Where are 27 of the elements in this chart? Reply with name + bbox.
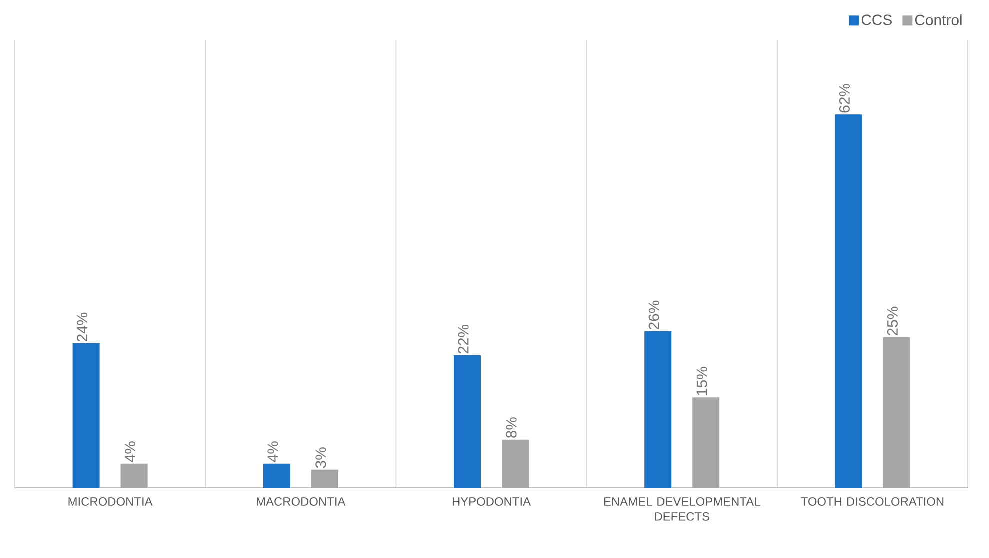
x-tick-label: TOOTH DISCOLORATION	[801, 498, 944, 506]
bar	[263, 464, 290, 488]
data-label: 24%	[77, 312, 88, 342]
data-label: 4%	[125, 442, 136, 462]
bar	[644, 331, 672, 488]
legend-label: Control	[915, 14, 962, 26]
bar	[311, 470, 338, 488]
data-label: 3%	[316, 448, 326, 468]
data-label: 8%	[506, 418, 517, 438]
data-label: 22%	[458, 324, 469, 354]
data-label: 4%	[268, 442, 278, 462]
bar	[72, 343, 100, 488]
data-label: 62%	[839, 84, 850, 113]
bar	[502, 440, 530, 488]
x-tick-label: HYPODONTIA	[452, 498, 532, 506]
bar	[835, 114, 862, 488]
x-tick-label: ENAMEL DEVELOPMENTAL DEFECTS	[604, 498, 760, 521]
bar	[120, 464, 148, 488]
x-tick-label: MICRODONTIA	[68, 498, 153, 506]
bar	[454, 356, 482, 488]
data-label: 25%	[887, 306, 898, 336]
bar	[692, 398, 720, 488]
x-tick-label: MACRODONTIA	[257, 498, 346, 506]
data-label: 15%	[696, 367, 708, 396]
data-label: 26%	[648, 300, 660, 330]
bar	[883, 337, 910, 488]
legend-label: CCS	[862, 14, 892, 26]
